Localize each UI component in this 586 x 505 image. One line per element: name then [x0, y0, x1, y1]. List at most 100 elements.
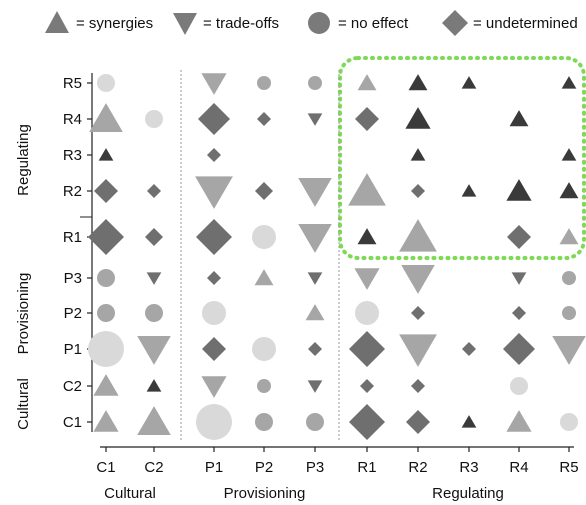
mark-undetermined-diamond	[257, 112, 271, 126]
regulating-highlight-box	[338, 56, 586, 260]
mark-undetermined-diamond	[411, 184, 425, 198]
mark-undetermined-diamond	[349, 331, 385, 367]
mark-no-effect-circle	[145, 110, 163, 128]
mark-tradeoff-triangle	[201, 73, 227, 95]
mark-undetermined-diamond	[198, 103, 230, 135]
mark-tradeoff-triangle	[399, 334, 437, 367]
mark-no-effect-circle	[88, 331, 124, 367]
mark-undetermined-diamond	[202, 337, 226, 361]
mark-no-effect-circle	[562, 271, 576, 285]
mark-no-effect-circle	[510, 377, 528, 395]
x-group-label: Regulating	[432, 485, 504, 502]
legend-item-synergies: = synergies	[45, 11, 153, 33]
legend-label-synergies: = synergies	[76, 15, 153, 32]
data-marks	[88, 73, 586, 440]
mark-tradeoff-triangle	[307, 380, 323, 393]
mark-undetermined-diamond	[360, 379, 374, 393]
legend-circle-icon	[308, 12, 330, 34]
mark-tradeoff-triangle	[401, 265, 435, 294]
mark-synergy-triangle	[561, 76, 577, 89]
mark-no-effect-circle	[355, 301, 379, 325]
mark-undetermined-diamond	[355, 107, 379, 131]
mark-no-effect-circle	[97, 269, 115, 287]
mark-undetermined-diamond	[503, 333, 535, 365]
mark-tradeoff-triangle	[298, 178, 332, 207]
y-group-label: Provisioning	[15, 273, 32, 355]
mark-no-effect-circle	[252, 225, 276, 249]
legend-label-no-effect: = no effect	[338, 15, 409, 32]
mark-tradeoff-triangle	[307, 113, 323, 126]
legend-label-trade-offs: = trade-offs	[203, 15, 279, 32]
x-axis-tick-labels: C1 C2 P1 P2 P3 R1 R2 R3 R4 R5	[96, 459, 578, 476]
mark-undetermined-diamond	[255, 182, 273, 200]
y-tick-label: R4	[63, 111, 82, 128]
x-tick-label: R2	[408, 459, 427, 476]
mark-undetermined-diamond	[411, 306, 425, 320]
mark-undetermined-diamond	[308, 342, 322, 356]
mark-synergy-triangle	[461, 76, 477, 89]
mark-tradeoff-triangle	[511, 272, 527, 285]
x-tick-label: C2	[144, 459, 163, 476]
mark-no-effect-circle	[145, 304, 163, 322]
mark-synergy-triangle	[137, 406, 171, 435]
mark-synergy-triangle	[561, 148, 577, 161]
mark-undetermined-diamond	[512, 306, 526, 320]
mark-synergy-triangle	[93, 374, 119, 396]
x-tick-label: R4	[509, 459, 528, 476]
mark-undetermined-diamond	[147, 184, 161, 198]
mark-no-effect-circle	[257, 76, 271, 90]
legend-item-undetermined: = undetermined	[442, 10, 578, 36]
mark-tradeoff-triangle	[307, 272, 323, 285]
mark-undetermined-diamond	[507, 225, 531, 249]
mark-undetermined-diamond	[94, 179, 118, 203]
mark-synergy-triangle	[405, 107, 431, 129]
mark-undetermined-diamond	[145, 228, 163, 246]
mark-undetermined-diamond	[196, 219, 232, 255]
mark-no-effect-circle	[202, 301, 226, 325]
y-tick-label: R1	[63, 229, 82, 246]
y-tick-label: C2	[63, 378, 82, 395]
mark-tradeoff-triangle	[201, 376, 227, 398]
mark-no-effect-circle	[196, 404, 232, 440]
axes	[87, 73, 574, 452]
legend-label-undetermined: = undetermined	[473, 15, 578, 32]
mark-synergy-triangle	[146, 379, 162, 392]
x-group-label: Cultural	[104, 485, 156, 502]
mark-synergy-triangle	[357, 74, 377, 91]
x-tick-label: R1	[357, 459, 376, 476]
legend-item-trade-offs: = trade-offs	[173, 13, 279, 35]
mark-undetermined-diamond	[411, 379, 425, 393]
mark-no-effect-circle	[308, 76, 322, 90]
group-separators	[80, 70, 340, 442]
y-tick-label: R5	[63, 75, 82, 92]
mark-tradeoff-triangle	[146, 272, 162, 285]
mark-synergy-triangle	[98, 148, 114, 161]
x-tick-label: R5	[559, 459, 578, 476]
x-tick-label: C1	[96, 459, 115, 476]
mark-synergy-triangle	[506, 179, 532, 201]
mark-undetermined-diamond	[406, 410, 430, 434]
y-group-label: Cultural	[15, 378, 32, 430]
mark-synergy-triangle	[461, 184, 477, 197]
mark-tradeoff-triangle	[298, 224, 332, 253]
mark-synergy-triangle	[348, 173, 386, 206]
mark-synergy-triangle	[559, 182, 579, 199]
x-tick-label: P1	[205, 459, 223, 476]
legend-diamond-icon	[442, 10, 468, 36]
mark-undetermined-diamond	[462, 342, 476, 356]
y-axis-tick-labels: C1 C2 P1 P2 P3 R1 R2 R3 R4 R5	[63, 75, 82, 431]
y-tick-label: P2	[64, 305, 82, 322]
mark-tradeoff-triangle	[354, 268, 380, 290]
x-group-label: Provisioning	[224, 485, 306, 502]
legend: = synergies = trade-offs = no effect = u…	[45, 10, 578, 36]
mark-undetermined-diamond	[207, 148, 221, 162]
mark-tradeoff-triangle	[552, 336, 586, 365]
mark-no-effect-circle	[560, 413, 578, 431]
mark-synergy-triangle	[408, 74, 428, 91]
mark-tradeoff-triangle	[137, 336, 171, 365]
mark-synergy-triangle	[254, 269, 274, 286]
mark-synergy-triangle	[305, 304, 325, 321]
mark-synergy-triangle	[410, 148, 426, 161]
mark-no-effect-circle	[306, 413, 324, 431]
mark-no-effect-circle	[257, 379, 271, 393]
